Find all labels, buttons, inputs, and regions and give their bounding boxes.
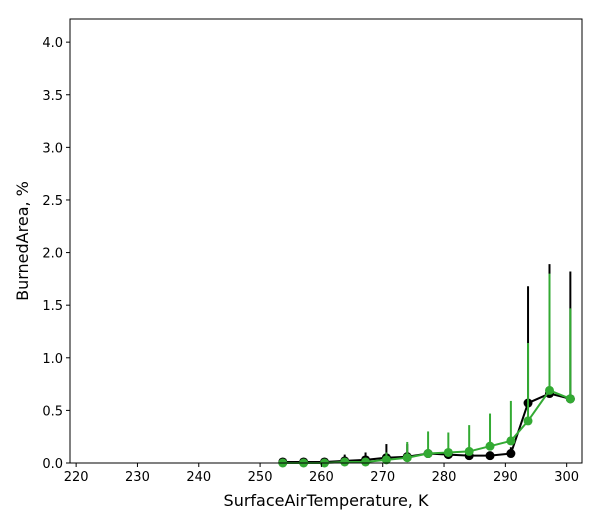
x-tick-label: 230: [125, 470, 150, 485]
data-point: [423, 449, 433, 459]
data-point: [506, 436, 516, 446]
data-point: [523, 416, 533, 426]
plot-elements: [278, 264, 575, 468]
y-tick-label: 2.5: [42, 194, 63, 209]
plot-frame: [69, 18, 583, 464]
y-tick-label: 1.5: [42, 299, 63, 314]
x-tick-label: 240: [186, 470, 211, 485]
data-point: [381, 455, 391, 465]
y-tick-label: 3.5: [42, 89, 63, 104]
y-axis: 0.0 0.5 1.0 1.5 2.0 2.5 3.0 3.5 4.0: [42, 36, 70, 472]
data-point: [464, 446, 474, 456]
x-axis-label: SurfaceAirTemperature, K: [224, 491, 429, 510]
y-axis-label: BurnedArea, %: [13, 181, 32, 301]
x-tick-label: 250: [248, 470, 273, 485]
data-point: [506, 449, 516, 459]
data-point: [485, 441, 495, 451]
data-point: [361, 457, 371, 467]
x-tick-label: 290: [493, 470, 518, 485]
data-point: [545, 385, 555, 395]
x-axis: 220 230 240 250 260 270 280 290 300: [64, 463, 579, 485]
series-1: [278, 264, 575, 467]
x-tick-label: 220: [64, 470, 89, 485]
x-tick-label: 270: [370, 470, 395, 485]
data-point: [443, 447, 453, 457]
y-tick-label: 1.0: [42, 352, 63, 367]
y-tick-label: 2.0: [42, 247, 63, 262]
y-tick-label: 0.0: [42, 457, 63, 472]
series-2: [278, 273, 575, 468]
y-tick-label: 3.0: [42, 141, 63, 156]
y-tick-label: 4.0: [42, 36, 63, 51]
x-tick-label: 260: [309, 470, 334, 485]
data-point: [340, 457, 350, 467]
data-point: [565, 394, 575, 404]
y-tick-label: 0.5: [42, 404, 63, 419]
x-tick-label: 280: [432, 470, 457, 485]
x-tick-label: 300: [554, 470, 579, 485]
data-point: [402, 453, 412, 463]
data-point: [485, 451, 495, 461]
